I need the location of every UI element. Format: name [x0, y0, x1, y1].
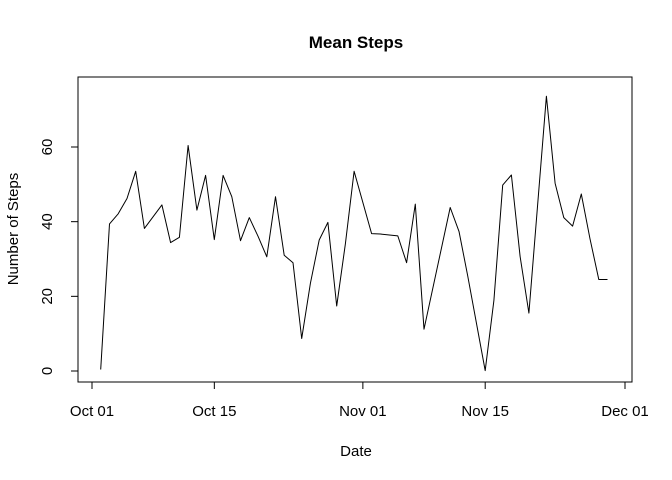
y-tick-label: 20 — [39, 288, 56, 305]
y-tick-label: 40 — [39, 213, 56, 230]
x-tick-label: Dec 01 — [601, 403, 649, 420]
x-axis-label: Date — [340, 443, 372, 460]
y-axis-label: Number of Steps — [5, 173, 22, 286]
series-layer — [100, 95, 608, 372]
x-tick-label: Nov 01 — [339, 403, 387, 420]
series-line — [100, 95, 608, 372]
x-tick-label: Oct 01 — [70, 403, 114, 420]
x-axis: Oct 01 Oct 15 Nov 01 Nov 15 Dec 01 — [70, 381, 649, 420]
x-tick-label: Oct 15 — [192, 403, 236, 420]
y-tick-label: 0 — [39, 367, 56, 375]
x-tick-label: Nov 15 — [461, 403, 509, 420]
y-axis: 0 20 40 60 — [39, 139, 79, 375]
chart-title: Mean Steps — [309, 33, 403, 52]
y-tick-label: 60 — [39, 139, 56, 156]
